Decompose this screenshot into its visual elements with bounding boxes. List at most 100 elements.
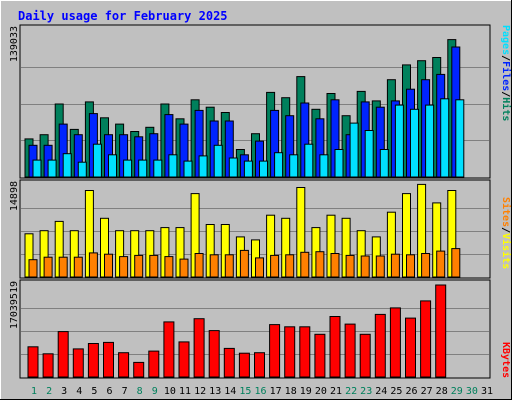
bar-sites-day-11 [179, 258, 189, 278]
bar-kbytes-day-2 [42, 353, 54, 378]
day-label-28: 28 [436, 386, 448, 397]
day-label-4: 4 [76, 386, 82, 397]
panel-hits-bars [24, 39, 465, 178]
day-label-30: 30 [466, 386, 478, 397]
bar-kbytes-day-21 [329, 316, 341, 378]
bar-kbytes-day-5 [87, 343, 99, 378]
bar-sites-day-2 [43, 256, 53, 278]
bar-sites-day-12 [194, 253, 204, 278]
panel-hits-legend: Pages/Files/Hits [500, 25, 512, 121]
day-label-21: 21 [330, 386, 342, 397]
bar-sites-day-10 [164, 256, 174, 278]
bar-kbytes-day-24 [374, 313, 386, 378]
day-label-29: 29 [451, 386, 463, 397]
panel-kbytes-bars [27, 284, 447, 378]
bar-sites-day-7 [119, 256, 129, 278]
bar-pages-day-7 [123, 159, 133, 178]
bar-pages-day-26 [410, 108, 419, 178]
bar-pages-day-21 [334, 149, 344, 178]
svg-text:Pages/Files/Hits: Pages/Files/Hits [500, 25, 512, 121]
bar-kbytes-day-16 [254, 352, 265, 378]
bar-sites-day-6 [104, 253, 113, 278]
bar-pages-day-2 [47, 159, 57, 178]
bar-pages-day-11 [183, 160, 193, 178]
day-label-27: 27 [421, 386, 433, 397]
bar-kbytes-day-6 [103, 341, 114, 378]
bar-kbytes-day-8 [133, 361, 145, 378]
bar-pages-day-23 [364, 130, 374, 178]
day-label-31: 31 [481, 386, 493, 397]
legend-files: Files [500, 61, 512, 91]
bar-sites-day-16 [255, 257, 264, 278]
bar-kbytes-day-18 [284, 326, 296, 378]
bar-kbytes-day-4 [72, 348, 84, 378]
bar-sites-day-26 [406, 254, 415, 278]
panel-kbytes: 17039519 KBytes [9, 279, 511, 379]
bar-pages-day-14 [228, 157, 238, 178]
day-label-20: 20 [315, 386, 327, 397]
panel-visits-legend: Sites/Visits [500, 197, 512, 269]
bar-pages-day-4 [77, 161, 87, 178]
panel-visits: 14898 Sites/Visits [9, 179, 512, 279]
bar-kbytes-day-25 [389, 307, 401, 378]
day-label-26: 26 [405, 386, 417, 397]
bar-kbytes-day-11 [178, 341, 190, 378]
bar-pages-day-10 [168, 154, 178, 178]
bar-sites-day-4 [73, 256, 83, 278]
bar-pages-day-18 [289, 154, 299, 178]
bar-pages-day-12 [198, 155, 208, 178]
bar-sites-day-22 [345, 254, 355, 278]
bar-pages-day-20 [319, 154, 329, 178]
panel-hits-max-label: 139033 [9, 26, 20, 62]
panel-kbytes-max-label: 17039519 [9, 281, 20, 329]
bar-kbytes-day-12 [193, 318, 205, 378]
day-label-9: 9 [152, 386, 158, 397]
bar-kbytes-day-22 [344, 323, 356, 378]
day-label-7: 7 [122, 386, 128, 397]
bar-sites-day-8 [134, 254, 144, 278]
legend-pages: Pages [500, 25, 511, 55]
bar-sites-day-29 [451, 248, 461, 278]
panel-visits-max-label: 14898 [9, 181, 20, 211]
bar-sites-day-27 [421, 253, 431, 278]
bar-pages-day-24 [379, 149, 389, 178]
bar-kbytes-day-13 [208, 330, 220, 378]
bar-sites-day-19 [300, 251, 310, 278]
bar-sites-day-13 [209, 254, 219, 278]
day-label-13: 13 [209, 386, 221, 397]
day-label-16: 16 [254, 386, 266, 397]
bar-kbytes-day-17 [269, 324, 281, 378]
legend-sites: Sites [500, 197, 512, 227]
bar-pages-day-25 [394, 104, 404, 178]
bar-pages-day-22 [349, 122, 359, 178]
bar-kbytes-day-3 [57, 331, 69, 378]
svg-text:KBytes: KBytes [500, 342, 511, 378]
bar-kbytes-day-15 [238, 352, 250, 378]
day-label-1: 1 [31, 386, 37, 397]
bar-sites-day-14 [224, 254, 234, 278]
day-label-8: 8 [137, 386, 143, 397]
bar-sites-day-3 [58, 256, 68, 278]
day-label-6: 6 [106, 386, 112, 397]
bar-kbytes-day-9 [148, 350, 160, 378]
bar-kbytes-day-20 [314, 333, 326, 378]
day-label-12: 12 [194, 386, 206, 397]
bar-sites-day-5 [88, 252, 98, 278]
day-label-24: 24 [375, 386, 387, 397]
legend-kbytes: KBytes [500, 342, 511, 378]
legend-sep-1: / [500, 55, 511, 61]
bar-kbytes-day-7 [118, 352, 130, 378]
bar-kbytes-day-26 [405, 317, 416, 378]
day-label-3: 3 [61, 386, 67, 397]
bar-kbytes-day-10 [163, 321, 175, 378]
day-label-25: 25 [390, 386, 402, 397]
bar-pages-day-8 [138, 159, 148, 178]
svg-text:Sites/Visits: Sites/Visits [500, 197, 512, 269]
bar-sites-day-21 [330, 253, 340, 278]
bar-pages-day-5 [92, 143, 102, 178]
bar-sites-day-18 [285, 254, 295, 278]
bar-pages-day-13 [213, 144, 223, 178]
day-label-22: 22 [345, 386, 357, 397]
bar-kbytes-day-1 [27, 346, 39, 378]
